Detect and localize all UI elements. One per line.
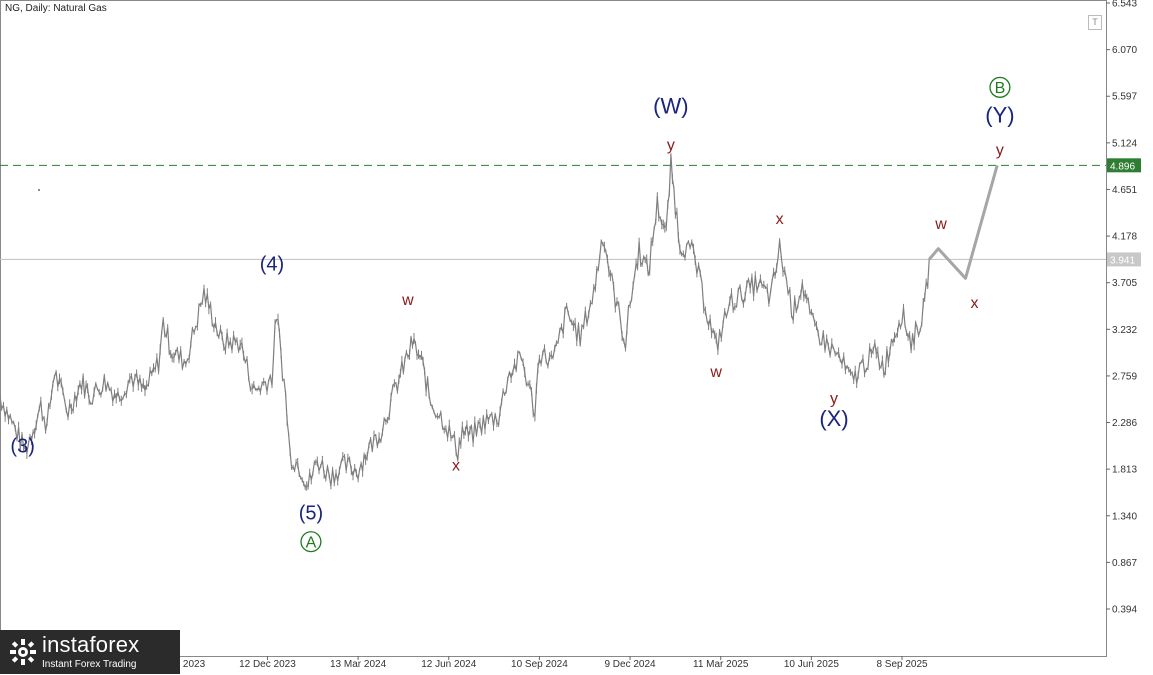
y-tick-label: 0.394 [1112, 605, 1137, 616]
target-level-label: 4.896 [1110, 161, 1135, 172]
y-tick-label: 5.597 [1112, 92, 1137, 103]
wave-label-circle [300, 531, 322, 553]
target-level-tag [1107, 158, 1141, 173]
wave-label: (Y) [985, 103, 1014, 128]
text-tool-button[interactable]: T [1088, 15, 1102, 30]
y-axis: 6.543 6.070 5.597 5.124 4.651 4.178 3.705 3.232… [1106, 0, 1137, 616]
x-tick-label: 13 Mar 2024 [330, 659, 387, 670]
current-price-label: 3.941 [1110, 255, 1135, 266]
wave-label: (3) [10, 436, 34, 458]
x-tick-label: 12 Dec 2023 [239, 659, 296, 670]
price-line [0, 154, 930, 489]
x-tick-label: 9 Dec 2024 [604, 659, 656, 670]
y-tick-label: 2.286 [1112, 418, 1137, 429]
small-dot-marker [38, 189, 40, 191]
wave-label: w [934, 216, 947, 233]
y-tick-label: 4.178 [1112, 232, 1137, 243]
wave-label: x [452, 457, 460, 474]
instaforex-logo-icon [6, 635, 40, 669]
y-tick-label: 2.759 [1112, 371, 1137, 382]
current-price-tag [1107, 252, 1141, 267]
y-tick-label: 6.543 [1112, 0, 1137, 10]
y-tick-label: 0.867 [1112, 558, 1137, 569]
logo-subtitle: Instant Forex Trading [42, 659, 137, 670]
wave-label: (W) [653, 94, 688, 119]
wave-label: w [709, 364, 722, 381]
x-tick-label: 10 Jun 2025 [784, 659, 839, 670]
x-tick-label: 10 Sep 2024 [511, 659, 568, 670]
price-levels: 4.896 3.941 [0, 158, 1141, 267]
wave-label: y [667, 137, 675, 154]
wave-label-circle [989, 76, 1011, 98]
wave-label: (X) [819, 406, 848, 431]
logo-brand-text: instaforex [42, 632, 140, 657]
y-tick-label: 3.705 [1112, 278, 1137, 289]
y-tick-label: 1.340 [1112, 511, 1137, 522]
x-tick-label: 11 Mar 2025 [693, 659, 749, 670]
wave-label: B [995, 80, 1006, 97]
wave-label: A [306, 534, 317, 551]
wave-label: y [996, 142, 1004, 159]
series-layer [0, 153, 999, 491]
wave-label: y [830, 390, 838, 407]
x-tick-label: 8 Sep 2025 [876, 659, 928, 670]
x-tick-label: 12 Jun 2024 [421, 659, 476, 670]
wave-label: w [401, 292, 414, 309]
y-tick-label: 5.124 [1112, 138, 1137, 149]
forecast-projection-line [928, 164, 999, 280]
y-tick-label: 1.813 [1112, 465, 1137, 476]
wave-label: x [971, 295, 979, 312]
wave-label: (4) [260, 253, 284, 275]
wave-label: (5) [299, 503, 323, 525]
instaforex-logo: instaforex Instant Forex Trading [0, 630, 180, 674]
plot-area-border [0, 0, 1107, 657]
wave-label: x [776, 211, 784, 228]
y-tick-label: 3.232 [1112, 325, 1137, 336]
y-tick-label: 4.651 [1112, 185, 1137, 196]
chart-title: NG, Daily: Natural Gas [5, 3, 107, 14]
y-tick-label: 6.070 [1112, 45, 1137, 56]
